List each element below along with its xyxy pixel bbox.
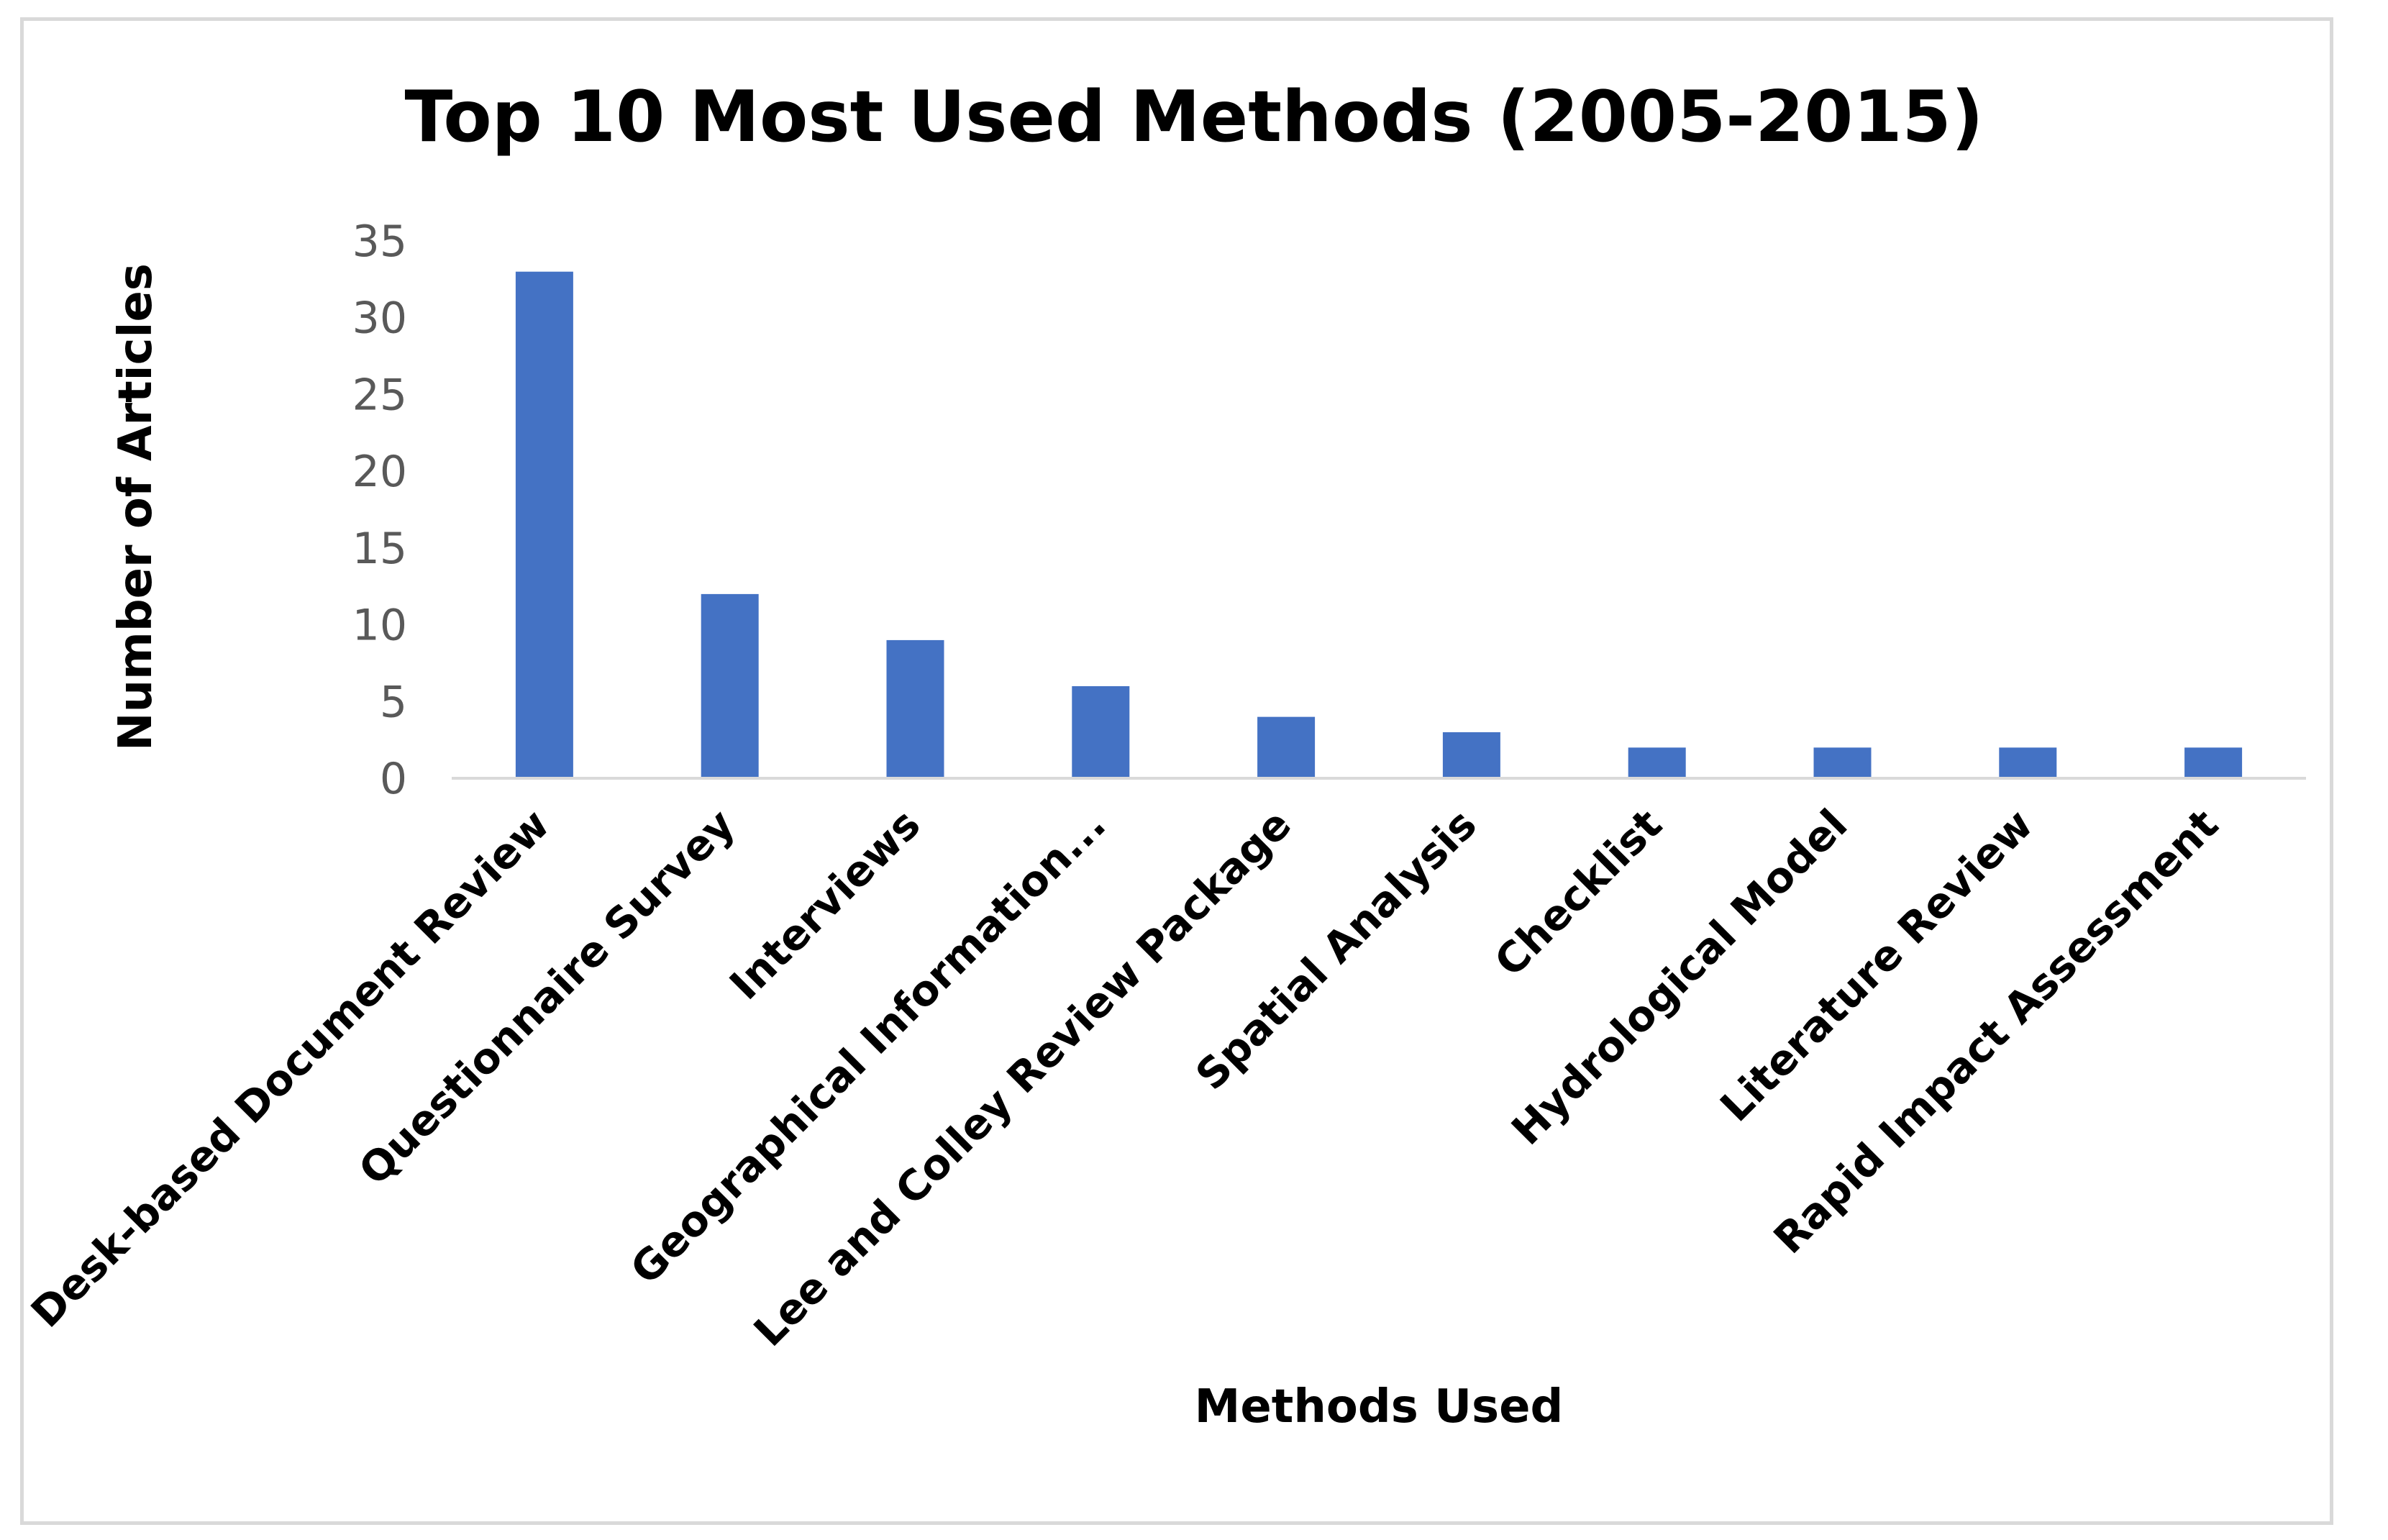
bar [2184, 747, 2243, 778]
x-tick-label: Checklist [1485, 800, 1672, 986]
bar [1442, 732, 1500, 778]
y-tick-label: 10 [352, 601, 407, 651]
x-axis-title: Methods Used [1195, 1380, 1564, 1434]
x-tick-label: Interviews [720, 800, 929, 1009]
bars [515, 271, 2243, 779]
y-tick-label: 0 [380, 754, 407, 804]
x-tick-label: Literature Review [1711, 800, 2043, 1131]
bar [1257, 716, 1316, 778]
x-axis-tick-labels: Desk-based Document ReviewQuestionnaire … [22, 800, 2228, 1356]
y-tick-label: 15 [352, 524, 407, 574]
bar [515, 271, 573, 779]
y-tick-label: 20 [352, 447, 407, 497]
bar [1813, 747, 1872, 778]
bar [701, 593, 759, 778]
y-axis-ticks: 0 5 10 15 20 25 30 35 [352, 217, 407, 804]
bar [886, 639, 944, 778]
bar [1999, 747, 2057, 778]
bar [1628, 747, 1686, 778]
y-axis-title: Number of Articles [109, 263, 163, 751]
x-tick-label: Questionnaire Survey [350, 800, 744, 1195]
bar [1072, 685, 1130, 778]
y-tick-label: 5 [380, 677, 407, 727]
y-tick-label: 25 [352, 370, 407, 420]
y-tick-label: 30 [352, 293, 407, 344]
chart-frame [20, 17, 2333, 1525]
y-tick-label: 35 [352, 217, 407, 267]
chart-title: Top 10 Most Used Methods (2005-2015) [405, 76, 1984, 158]
x-tick-label: Hydrological Model [1502, 800, 1856, 1154]
